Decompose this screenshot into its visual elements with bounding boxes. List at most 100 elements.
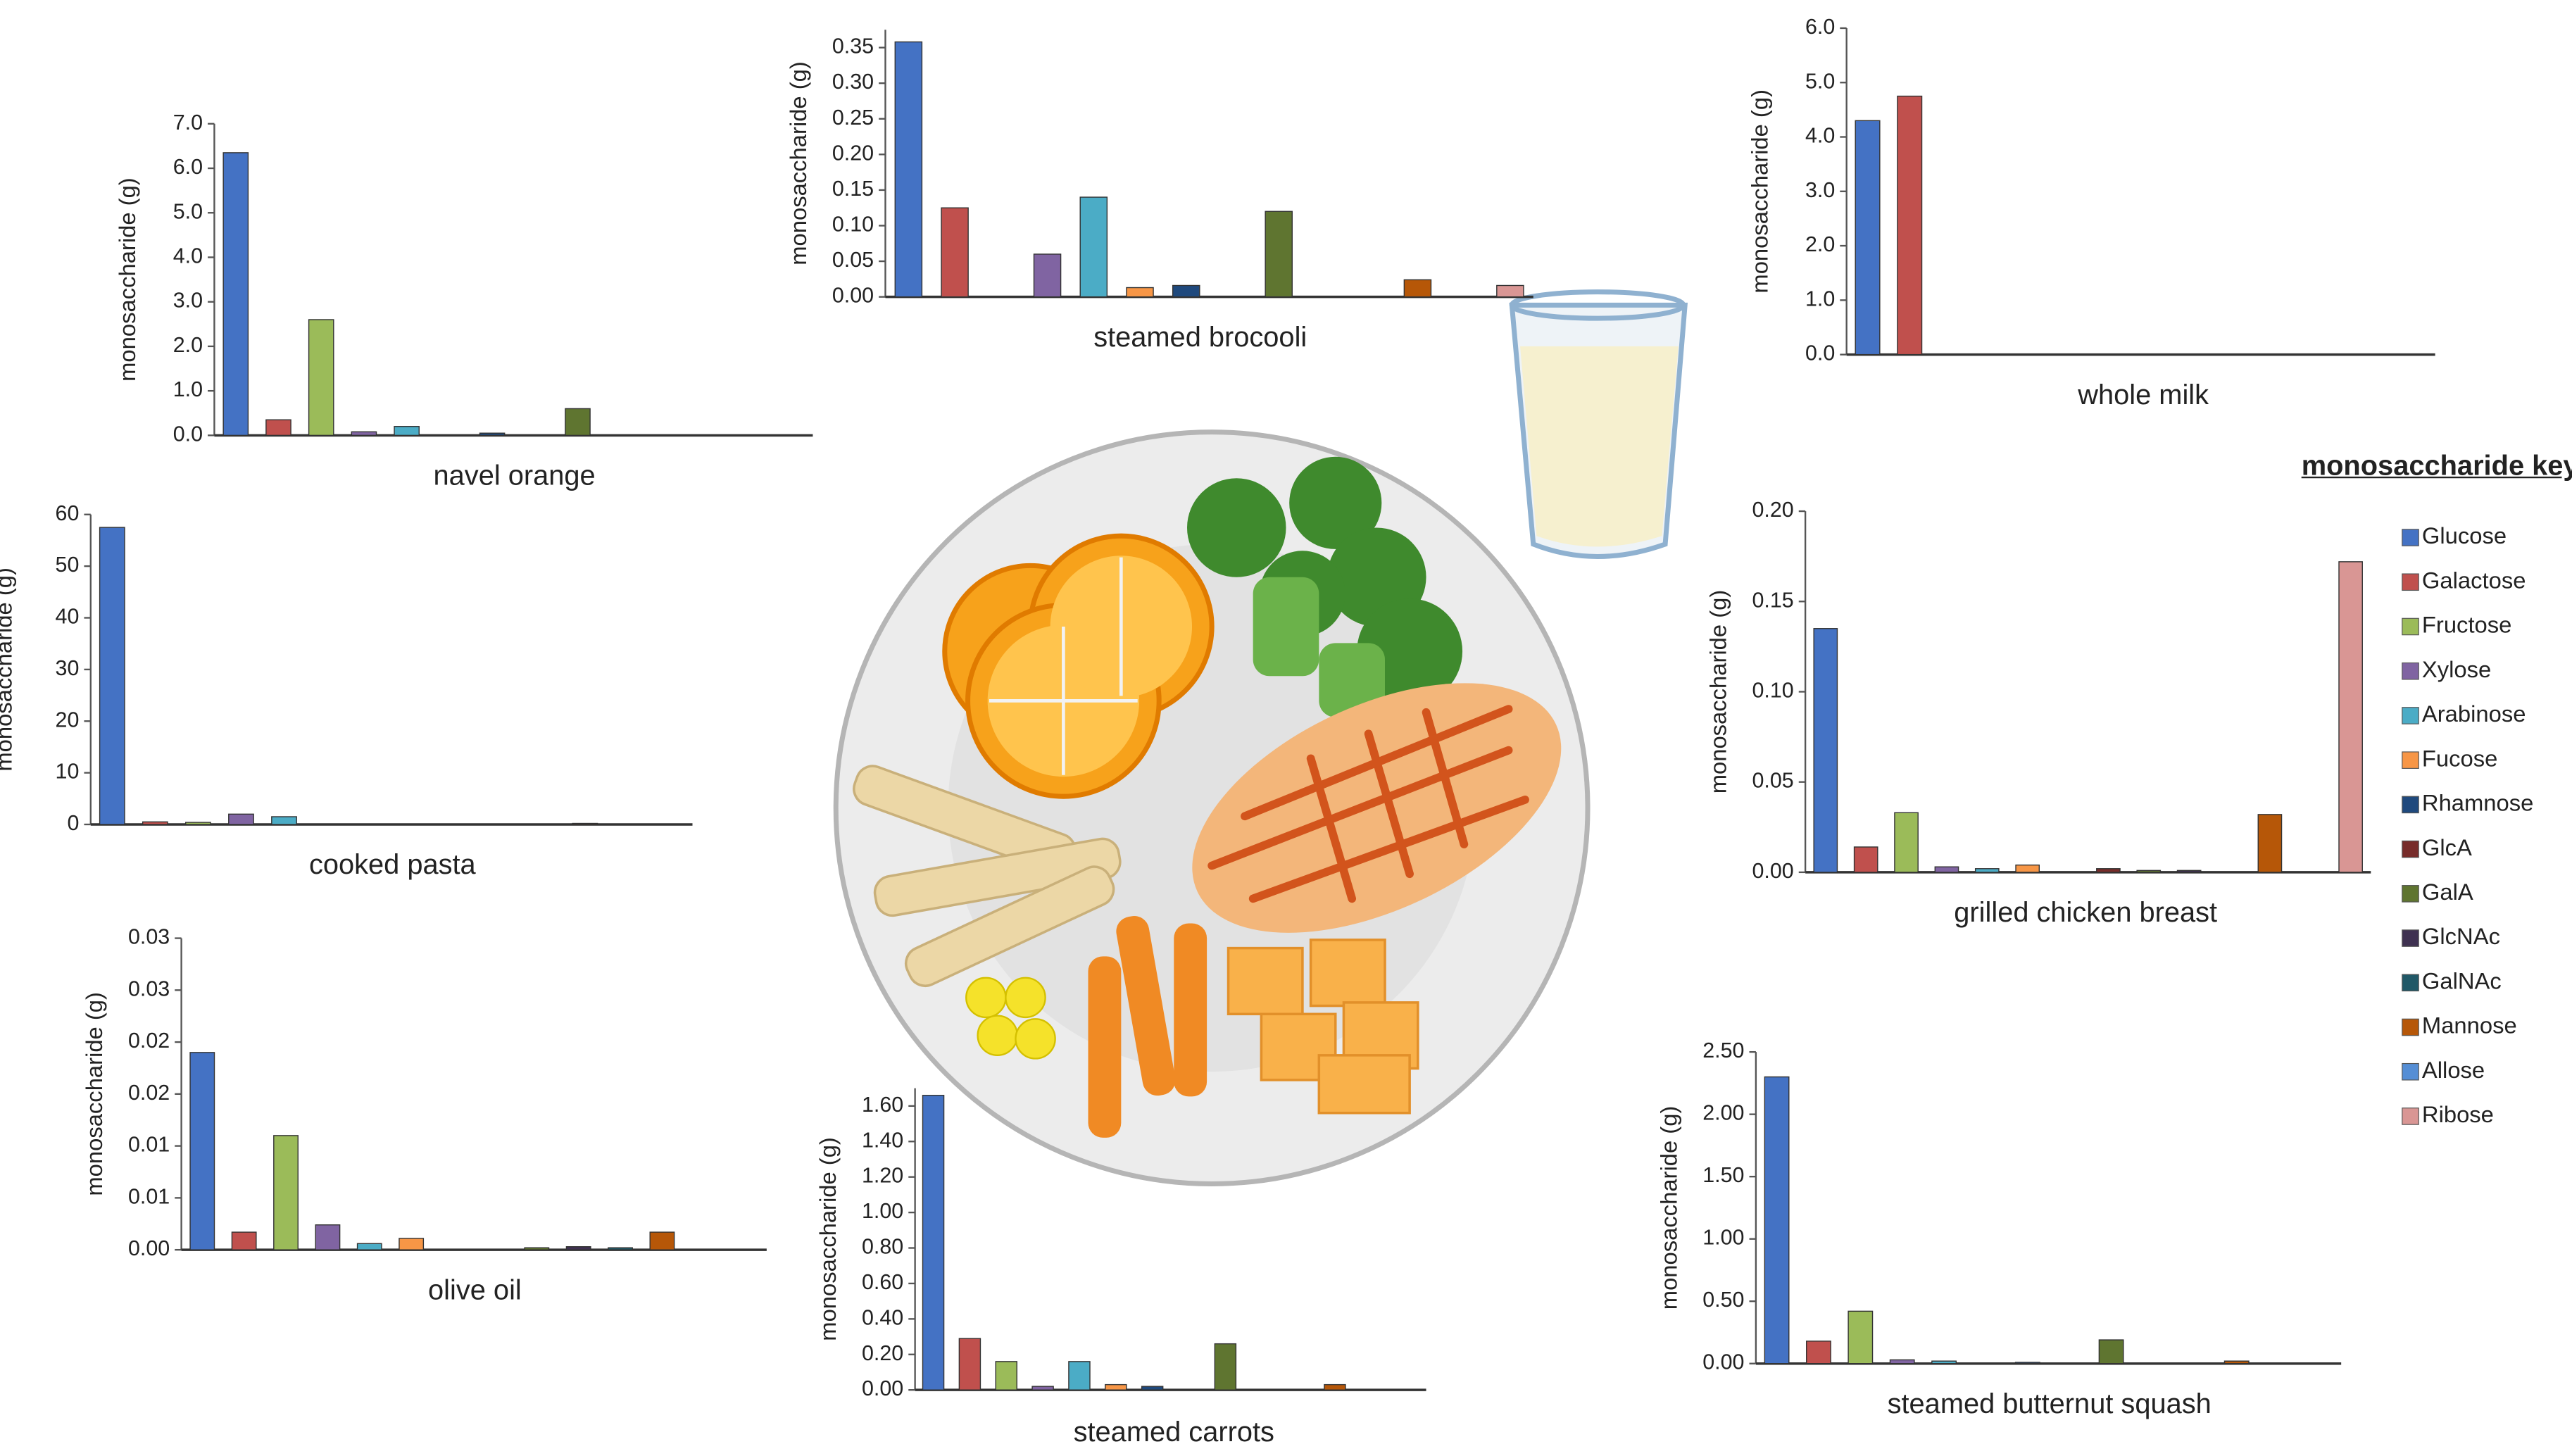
y-tick-label: 0.00 — [1702, 1350, 1744, 1374]
legend-swatch — [2402, 974, 2419, 992]
y-tick-label: 40 — [56, 605, 80, 629]
bar — [1853, 846, 1878, 873]
y-axis-label: monosaccharide (g) — [1655, 1106, 1681, 1310]
y-tick-label: 6.0 — [1805, 15, 1835, 39]
bar — [1068, 1361, 1091, 1391]
legend-title-box: monosaccharide key — [2302, 450, 2572, 481]
legend-label: Rhamnose — [2422, 790, 2533, 816]
plate-illustration — [833, 429, 1591, 1186]
legend-swatch — [2402, 617, 2419, 636]
legend-label: Galactose — [2422, 567, 2526, 593]
bar — [2014, 1362, 2040, 1364]
chart: 0.00 0.20 0.40 0.60 0.80 1.00 1.20 1.40 1.60 mono… — [815, 1088, 1426, 1448]
y-tick-label: 7.0 — [173, 111, 203, 134]
y-tick-label: 5.0 — [1805, 69, 1835, 93]
legend-label: Xylose — [2422, 656, 2491, 682]
bar — [894, 41, 923, 298]
bar — [1806, 1341, 1831, 1364]
y-tick-label: 0.0 — [173, 422, 203, 446]
bar — [1855, 120, 1881, 356]
legend-swatch — [2402, 751, 2419, 769]
y-axis-label: monosaccharide (g) — [815, 1137, 841, 1341]
y-axis-label: monosaccharide (g) — [81, 992, 107, 1196]
bar — [524, 1247, 550, 1250]
y-tick-label: 0.00 — [1752, 859, 1793, 883]
bar — [1897, 95, 1923, 356]
legend-label: Allose — [2422, 1057, 2485, 1083]
legend-swatch — [2402, 885, 2419, 903]
y-tick-label: 5.0 — [173, 199, 203, 223]
y-tick-label: 0.03 — [128, 977, 170, 1000]
bar — [1105, 1383, 1127, 1391]
bar — [608, 1247, 633, 1250]
bar — [479, 432, 506, 437]
y-tick-label: 0.10 — [1752, 679, 1793, 703]
y-tick-label: 2.0 — [173, 333, 203, 357]
y-tick-label: 50 — [56, 553, 80, 577]
y-axis-label: monosaccharide (g) — [785, 61, 811, 265]
legend-label: GlcA — [2422, 834, 2472, 860]
y-tick-label: 1.00 — [1702, 1226, 1744, 1250]
bar — [1889, 1359, 1915, 1364]
y-tick-label: 6.0 — [173, 155, 203, 179]
y-axis-label: monosaccharide (g) — [114, 177, 140, 382]
bar — [265, 419, 291, 437]
legend-swatch — [2402, 662, 2419, 680]
chart: 0 10 20 30 40 50 60 monosaccharide (g) cooked pa… — [0, 501, 693, 880]
y-tick-label: 0.05 — [832, 248, 874, 272]
chart-title: steamed brocooli — [1093, 322, 1307, 353]
bar — [231, 1231, 257, 1250]
bar — [1934, 866, 1959, 873]
y-tick-label: 0.50 — [1702, 1288, 1744, 1312]
chart-title: grilled chicken breast — [1954, 897, 2217, 928]
y-tick-label: 2.50 — [1702, 1038, 1744, 1062]
bar — [189, 1052, 215, 1250]
bar — [1033, 253, 1062, 298]
y-tick-label: 60 — [56, 501, 80, 525]
bar — [958, 1338, 981, 1391]
bar — [185, 822, 211, 825]
chart-title: steamed carrots — [1074, 1417, 1274, 1448]
legend-label: Mannose — [2422, 1012, 2517, 1038]
y-tick-label: 1.0 — [173, 377, 203, 401]
y-tick-label: 3.0 — [173, 289, 203, 313]
bar — [2136, 870, 2162, 873]
y-tick-label: 0.15 — [1752, 588, 1793, 612]
y-tick-label: 0.20 — [832, 141, 874, 165]
chart: 0.0 1.0 2.0 3.0 4.0 5.0 6.0 monosaccharide (g) w… — [1746, 15, 2435, 410]
legend-swatch — [2402, 707, 2419, 724]
y-tick-label: 0.00 — [832, 284, 874, 308]
y-tick-label: 0.25 — [832, 106, 874, 130]
y-tick-label: 1.50 — [1702, 1163, 1744, 1187]
legend-swatch — [2402, 1062, 2419, 1081]
bar — [1813, 628, 1838, 873]
y-tick-label: 1.00 — [862, 1199, 903, 1223]
bar — [1172, 284, 1200, 298]
legend: monosaccharide key Glucose Galactose Fruct… — [2302, 450, 2572, 1127]
bar — [2098, 1339, 2124, 1364]
bar — [1764, 1076, 1790, 1364]
bar — [1265, 211, 1293, 298]
bar — [1324, 1383, 1346, 1391]
bar — [308, 319, 334, 437]
chart: 0.00 0.50 1.00 1.50 2.00 2.50 monosaccharide (… — [1655, 1038, 2342, 1419]
y-tick-label: 4.0 — [1805, 124, 1835, 148]
chart: 0.00 0.01 0.01 0.02 0.02 0.03 0.03 monosacchari… — [81, 925, 767, 1305]
legend-swatch — [2402, 529, 2419, 546]
y-tick-label: 0.80 — [862, 1235, 903, 1259]
bar — [271, 816, 297, 825]
y-tick-label: 0 — [67, 811, 79, 835]
y-tick-label: 1.40 — [862, 1128, 903, 1152]
bar — [273, 1135, 299, 1250]
legend-label: GlcNAc — [2422, 923, 2500, 949]
chart-title: steamed butternut squash — [1888, 1388, 2212, 1419]
bar — [941, 207, 969, 298]
bar — [228, 813, 254, 825]
y-tick-label: 30 — [56, 656, 80, 680]
chart-title: cooked pasta — [309, 849, 477, 880]
y-tick-label: 0.02 — [128, 1029, 170, 1053]
y-tick-label: 2.00 — [1702, 1101, 1744, 1125]
y-tick-label: 0.15 — [832, 177, 874, 201]
y-tick-label: 0.00 — [862, 1376, 903, 1400]
